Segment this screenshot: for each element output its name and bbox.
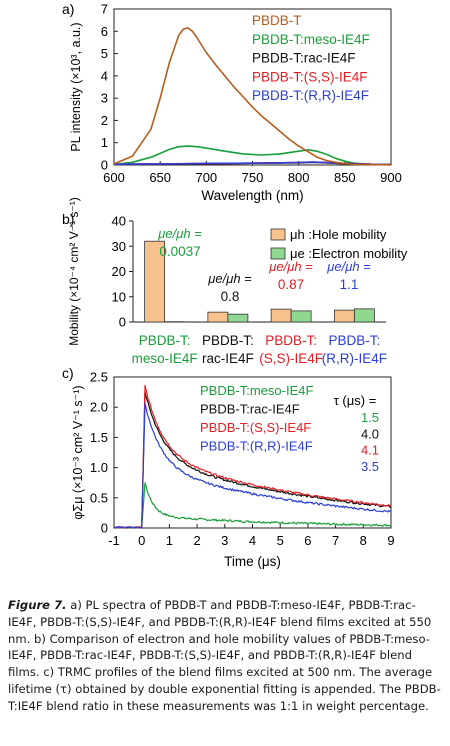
y-tick-label: 0 [101, 158, 108, 173]
tau-value: 1.5 [361, 410, 379, 425]
category-label-line2: meso-IE4F [132, 351, 198, 366]
series-line [113, 27, 392, 166]
legend-entry: PBDB-T:rac-IE4F [200, 402, 300, 417]
y-tick-label: 30 [112, 239, 126, 254]
y-tick-label: 2.0 [90, 400, 108, 415]
y-axis-label: φΣμ (×10⁻³ cm² V⁻¹ s⁻¹) [71, 385, 85, 519]
figure-caption: Figure 7. a) PL spectra of PBDB-T and PB… [8, 597, 444, 715]
legend-entry: PBDB-T:(R,R)-IE4F [252, 88, 369, 103]
tau-value: 4.0 [361, 426, 379, 441]
tau-value: 4.1 [361, 443, 379, 458]
y-tick-label: 0.5 [90, 490, 108, 505]
x-tick-label: 2 [193, 533, 200, 548]
x-tick-label: 650 [149, 170, 171, 185]
y-axis-label: PL intensity (×10³, a.u.) [69, 22, 83, 151]
x-tick-label: 4 [249, 533, 256, 548]
series-line [113, 402, 392, 529]
legend-entry: PBDB-T:(R,R)-IE4F [200, 439, 313, 454]
y-tick-label: 1.5 [90, 430, 108, 445]
category-label-line1: PBDB-T: [265, 333, 317, 348]
y-tick-label: 20 [112, 264, 126, 279]
series-line [113, 384, 392, 529]
panel-label: b) [62, 211, 74, 227]
ratio-value: 0.0037 [159, 244, 200, 259]
x-tick-label: 750 [242, 170, 264, 185]
x-tick-label: 5 [277, 533, 284, 548]
tau-header: τ (μs) = [334, 393, 377, 408]
bar [333, 309, 355, 323]
legend-swatch [270, 228, 286, 241]
series-line [113, 145, 392, 166]
x-tick-label: 8 [360, 533, 367, 548]
category-label-line2: (R,R)-IE4F [322, 351, 387, 366]
caption-text: a) PL spectra of PBDB-T and PBDB-T:meso-… [8, 598, 441, 713]
bar [227, 313, 249, 323]
ratio-label: μe/μh = [207, 271, 252, 286]
legend-entry: PBDB-T:rac-IE4F [252, 51, 356, 66]
x-axis-label: Time (μs) [224, 554, 281, 569]
ratio-label: μe/μh = [326, 259, 371, 274]
y-tick-label: 0 [119, 315, 126, 330]
x-tick-label: 700 [195, 170, 217, 185]
y-tick-label: 40 [112, 214, 126, 229]
legend-entry: PBDB-T:meso-IE4F [200, 383, 313, 398]
y-tick-label: 1 [101, 135, 108, 150]
bar [353, 308, 375, 323]
bar [270, 308, 292, 323]
panel-a-pl-spectra: a) 0 1 2 3 4 5 6 7 600 650 700 750 800 850 900 Wavelengt… [62, 1, 402, 203]
y-tick-label: 4 [101, 68, 108, 83]
y-tick-label: 7 [101, 2, 108, 17]
y-tick-label: 6 [101, 24, 108, 39]
x-tick-label: 6 [304, 533, 311, 548]
category-label-line1: PBDB-T: [328, 333, 380, 348]
x-tick-label: 600 [103, 170, 125, 185]
legend-entry: μe :Electron mobility [290, 246, 408, 261]
x-tick-label: 3 [221, 533, 228, 548]
ratio-value: 0.8 [221, 289, 240, 304]
ratio-value: 1.1 [340, 277, 359, 292]
x-tick-label: 0 [138, 533, 145, 548]
series-line [113, 391, 392, 529]
tau-value: 3.5 [361, 459, 379, 474]
x-tick-label: 9 [387, 533, 394, 548]
bar [207, 311, 229, 323]
y-tick-label: 2.5 [90, 370, 108, 385]
y-tick-label: 2 [101, 113, 108, 128]
ratio-value: 0.87 [278, 277, 304, 292]
panel-label: c) [62, 365, 74, 381]
panel-b-mobility-bars: b) 0 10 20 30 40 Mobility (×10⁻⁴ cm² V⁻¹ s⁻¹) P… [62, 197, 408, 366]
legend-entry: PBDB-T:(S,S)-IE4F [252, 69, 368, 84]
ratio-label: μe/μh = [157, 226, 202, 241]
y-tick-label: 5 [101, 46, 108, 61]
caption-label: Figure 7. [8, 598, 67, 612]
x-tick-label: 7 [332, 533, 339, 548]
series-line [113, 482, 392, 529]
bar [290, 310, 312, 323]
x-tick-label: 800 [288, 170, 310, 185]
x-tick-label: 1 [166, 533, 173, 548]
y-axis-label: Mobility (×10⁻⁴ cm² V⁻¹ s⁻¹) [67, 197, 81, 346]
legend-entry: PBDB-T [252, 13, 302, 28]
bar [144, 240, 166, 323]
y-tick-label: 10 [112, 289, 126, 304]
category-label-line1: PBDB-T: [202, 333, 254, 348]
x-tick-label: 900 [380, 170, 402, 185]
legend-swatch [270, 247, 286, 260]
legend-entry: PBDB-T:(S,S)-IE4F [200, 420, 311, 435]
x-axis-label: Wavelength (nm) [201, 188, 303, 203]
y-tick-label: 3 [101, 91, 108, 106]
x-tick-label: 850 [334, 170, 356, 185]
legend-entry: PBDB-T:meso-IE4F [252, 32, 370, 47]
category-label-line2: rac-IE4F [202, 351, 254, 366]
x-tick-label: -1 [108, 533, 120, 548]
category-label-line1: PBDB-T: [139, 333, 191, 348]
y-tick-label: 1.0 [90, 460, 108, 475]
legend-entry: μh :Hole mobility [290, 227, 387, 242]
y-tick-label: 0 [101, 521, 108, 536]
panel-label: a) [62, 1, 74, 17]
ratio-label: μe/μh = [268, 259, 313, 274]
category-label-line2: (S,S)-IE4F [259, 351, 323, 366]
